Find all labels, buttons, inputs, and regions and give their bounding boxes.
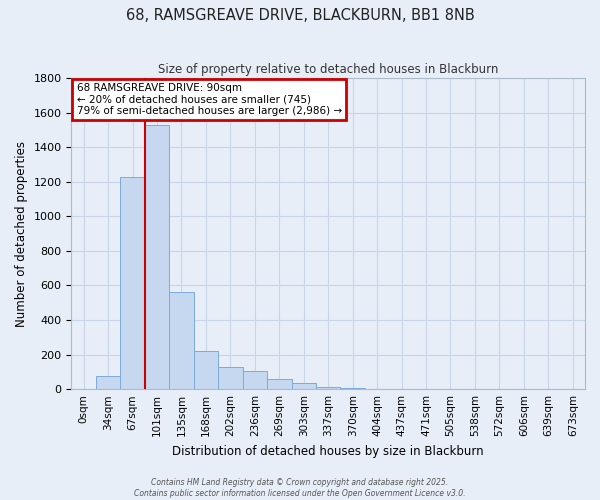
Bar — [169, 292, 194, 389]
Text: 68 RAMSGREAVE DRIVE: 90sqm
← 20% of detached houses are smaller (745)
79% of sem: 68 RAMSGREAVE DRIVE: 90sqm ← 20% of deta… — [77, 82, 341, 116]
Bar — [218, 366, 242, 389]
Text: 68, RAMSGREAVE DRIVE, BLACKBURN, BB1 8NB: 68, RAMSGREAVE DRIVE, BLACKBURN, BB1 8NB — [125, 8, 475, 22]
Bar — [194, 351, 218, 389]
Bar — [316, 388, 340, 389]
Text: Contains HM Land Registry data © Crown copyright and database right 2025.
Contai: Contains HM Land Registry data © Crown c… — [134, 478, 466, 498]
Bar — [340, 388, 365, 389]
Bar — [267, 379, 292, 389]
Y-axis label: Number of detached properties: Number of detached properties — [15, 140, 28, 326]
Bar — [242, 371, 267, 389]
X-axis label: Distribution of detached houses by size in Blackburn: Distribution of detached houses by size … — [172, 444, 484, 458]
Bar — [145, 124, 169, 389]
Bar — [121, 176, 145, 389]
Title: Size of property relative to detached houses in Blackburn: Size of property relative to detached ho… — [158, 62, 499, 76]
Bar — [292, 383, 316, 389]
Bar — [96, 376, 121, 389]
